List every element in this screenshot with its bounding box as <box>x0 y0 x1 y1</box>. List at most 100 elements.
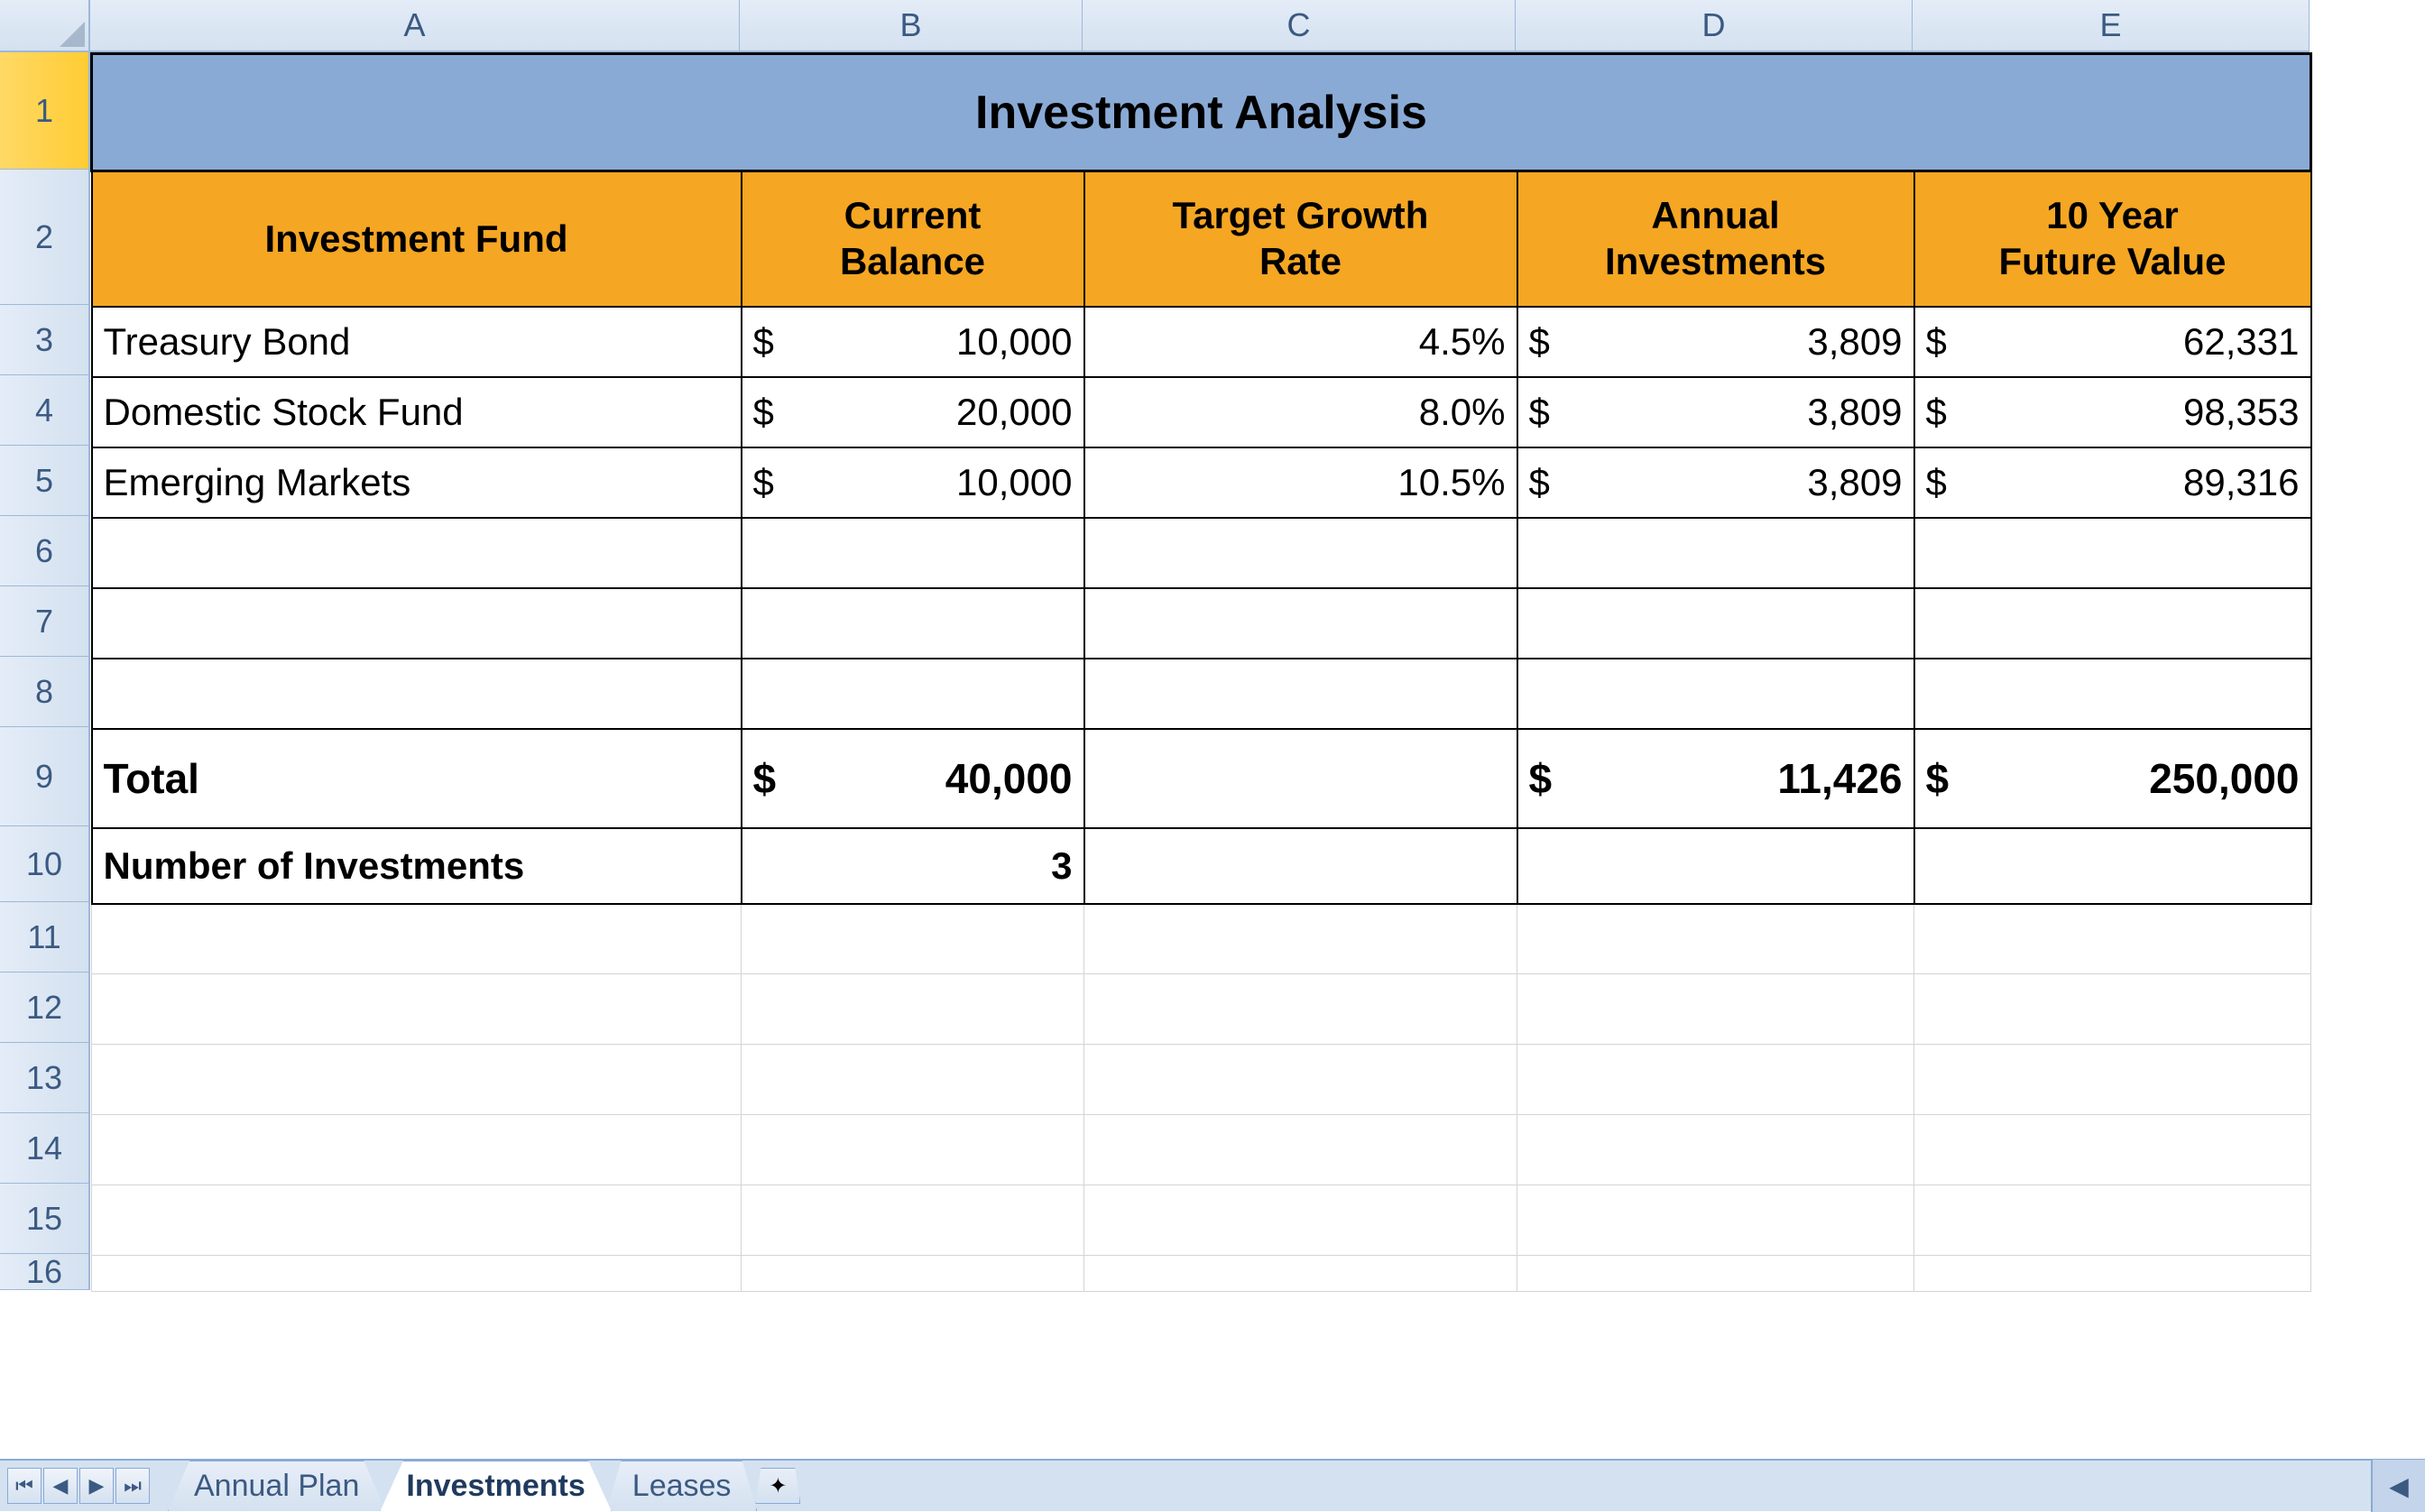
empty-cell[interactable] <box>92 974 742 1045</box>
row-header-4[interactable]: 4 <box>0 375 90 446</box>
empty-cell[interactable] <box>1084 828 1517 904</box>
header-annual[interactable]: AnnualInvestments <box>1517 171 1914 307</box>
cell-rate-0[interactable]: 4.5% <box>1084 307 1517 377</box>
new-sheet-icon[interactable]: ✦ <box>755 1468 800 1504</box>
empty-cell[interactable] <box>92 1045 742 1115</box>
column-header-E[interactable]: E <box>1913 0 2310 52</box>
empty-cell[interactable] <box>1914 518 2311 588</box>
num-investments-value[interactable]: 3 <box>742 828 1084 904</box>
cell-fund-0[interactable]: Treasury Bond <box>92 307 742 377</box>
empty-cell[interactable] <box>1517 588 1914 659</box>
empty-cell[interactable] <box>742 974 1084 1045</box>
sheet-tab-annual-plan[interactable]: Annual Plan <box>168 1461 385 1511</box>
empty-cell[interactable] <box>1914 1115 2311 1185</box>
empty-cell[interactable] <box>1084 1256 1517 1292</box>
row-header-8[interactable]: 8 <box>0 657 90 727</box>
empty-cell[interactable] <box>1914 588 2311 659</box>
row-header-2[interactable]: 2 <box>0 170 90 305</box>
empty-cell[interactable] <box>1517 974 1914 1045</box>
tab-nav-first[interactable]: ⏮ <box>7 1468 41 1504</box>
horizontal-scroll-left[interactable]: ◀ <box>2371 1460 2425 1512</box>
row-header-9[interactable]: 9 <box>0 727 90 826</box>
empty-cell[interactable] <box>742 588 1084 659</box>
empty-cell[interactable] <box>1914 1256 2311 1292</box>
empty-cell[interactable] <box>742 659 1084 729</box>
cell-balance-0[interactable]: $10,000 <box>742 307 1084 377</box>
row-header-7[interactable]: 7 <box>0 586 90 657</box>
empty-cell[interactable] <box>1914 904 2311 974</box>
cell-balance-2[interactable]: $10,000 <box>742 447 1084 518</box>
column-header-D[interactable]: D <box>1516 0 1913 52</box>
empty-cell[interactable] <box>1084 659 1517 729</box>
empty-cell[interactable] <box>1517 904 1914 974</box>
empty-cell[interactable] <box>1517 1185 1914 1256</box>
empty-cell[interactable] <box>1517 1115 1914 1185</box>
header-fund[interactable]: Investment Fund <box>92 171 742 307</box>
total-label[interactable]: Total <box>92 729 742 828</box>
cell-future-0[interactable]: $62,331 <box>1914 307 2311 377</box>
num-investments-label[interactable]: Number of Investments <box>92 828 742 904</box>
empty-cell[interactable] <box>1084 1115 1517 1185</box>
header-rate[interactable]: Target GrowthRate <box>1084 171 1517 307</box>
empty-cell[interactable] <box>92 659 742 729</box>
empty-cell[interactable] <box>1084 974 1517 1045</box>
row-header-6[interactable]: 6 <box>0 516 90 586</box>
empty-cell[interactable] <box>92 588 742 659</box>
cells-grid[interactable]: Investment AnalysisInvestment FundCurren… <box>90 52 2312 1459</box>
empty-cell[interactable] <box>1914 1185 2311 1256</box>
tab-nav-last[interactable]: ⏭ <box>115 1468 150 1504</box>
empty-cell[interactable] <box>1914 659 2311 729</box>
empty-cell[interactable] <box>742 904 1084 974</box>
empty-cell[interactable] <box>1517 1045 1914 1115</box>
empty-cell[interactable] <box>742 1115 1084 1185</box>
tab-nav-prev[interactable]: ◀ <box>43 1468 78 1504</box>
row-header-16[interactable]: 16 <box>0 1254 90 1290</box>
total-future[interactable]: $250,000 <box>1914 729 2311 828</box>
row-header-11[interactable]: 11 <box>0 902 90 973</box>
title-cell[interactable]: Investment Analysis <box>92 54 2311 171</box>
empty-cell[interactable] <box>1517 828 1914 904</box>
tab-nav-next[interactable]: ▶ <box>79 1468 114 1504</box>
cell-balance-1[interactable]: $20,000 <box>742 377 1084 447</box>
empty-cell[interactable] <box>742 1185 1084 1256</box>
empty-cell[interactable] <box>742 1045 1084 1115</box>
row-header-15[interactable]: 15 <box>0 1184 90 1254</box>
empty-cell[interactable] <box>1084 1185 1517 1256</box>
empty-cell[interactable] <box>92 904 742 974</box>
empty-cell[interactable] <box>1084 904 1517 974</box>
empty-cell[interactable] <box>742 1256 1084 1292</box>
total-balance[interactable]: $40,000 <box>742 729 1084 828</box>
total-rate-empty[interactable] <box>1084 729 1517 828</box>
row-header-12[interactable]: 12 <box>0 973 90 1043</box>
header-balance[interactable]: CurrentBalance <box>742 171 1084 307</box>
empty-cell[interactable] <box>1084 1045 1517 1115</box>
cell-annual-2[interactable]: $3,809 <box>1517 447 1914 518</box>
empty-cell[interactable] <box>1517 1256 1914 1292</box>
empty-cell[interactable] <box>742 518 1084 588</box>
cell-fund-2[interactable]: Emerging Markets <box>92 447 742 518</box>
row-header-10[interactable]: 10 <box>0 826 90 902</box>
cell-rate-1[interactable]: 8.0% <box>1084 377 1517 447</box>
row-header-3[interactable]: 3 <box>0 305 90 375</box>
cell-future-2[interactable]: $89,316 <box>1914 447 2311 518</box>
empty-cell[interactable] <box>1914 828 2311 904</box>
empty-cell[interactable] <box>1517 659 1914 729</box>
select-all-corner[interactable] <box>0 0 90 52</box>
column-header-B[interactable]: B <box>740 0 1083 52</box>
sheet-tab-leases[interactable]: Leases <box>606 1461 758 1511</box>
empty-cell[interactable] <box>92 1115 742 1185</box>
row-header-5[interactable]: 5 <box>0 446 90 516</box>
empty-cell[interactable] <box>92 1185 742 1256</box>
cell-annual-1[interactable]: $3,809 <box>1517 377 1914 447</box>
empty-cell[interactable] <box>1084 518 1517 588</box>
empty-cell[interactable] <box>1517 518 1914 588</box>
row-header-13[interactable]: 13 <box>0 1043 90 1113</box>
column-header-A[interactable]: A <box>90 0 740 52</box>
sheet-tab-investments[interactable]: Investments <box>380 1461 611 1511</box>
cell-fund-1[interactable]: Domestic Stock Fund <box>92 377 742 447</box>
total-annual[interactable]: $11,426 <box>1517 729 1914 828</box>
empty-cell[interactable] <box>1914 974 2311 1045</box>
column-header-C[interactable]: C <box>1083 0 1516 52</box>
cell-rate-2[interactable]: 10.5% <box>1084 447 1517 518</box>
empty-cell[interactable] <box>1084 588 1517 659</box>
